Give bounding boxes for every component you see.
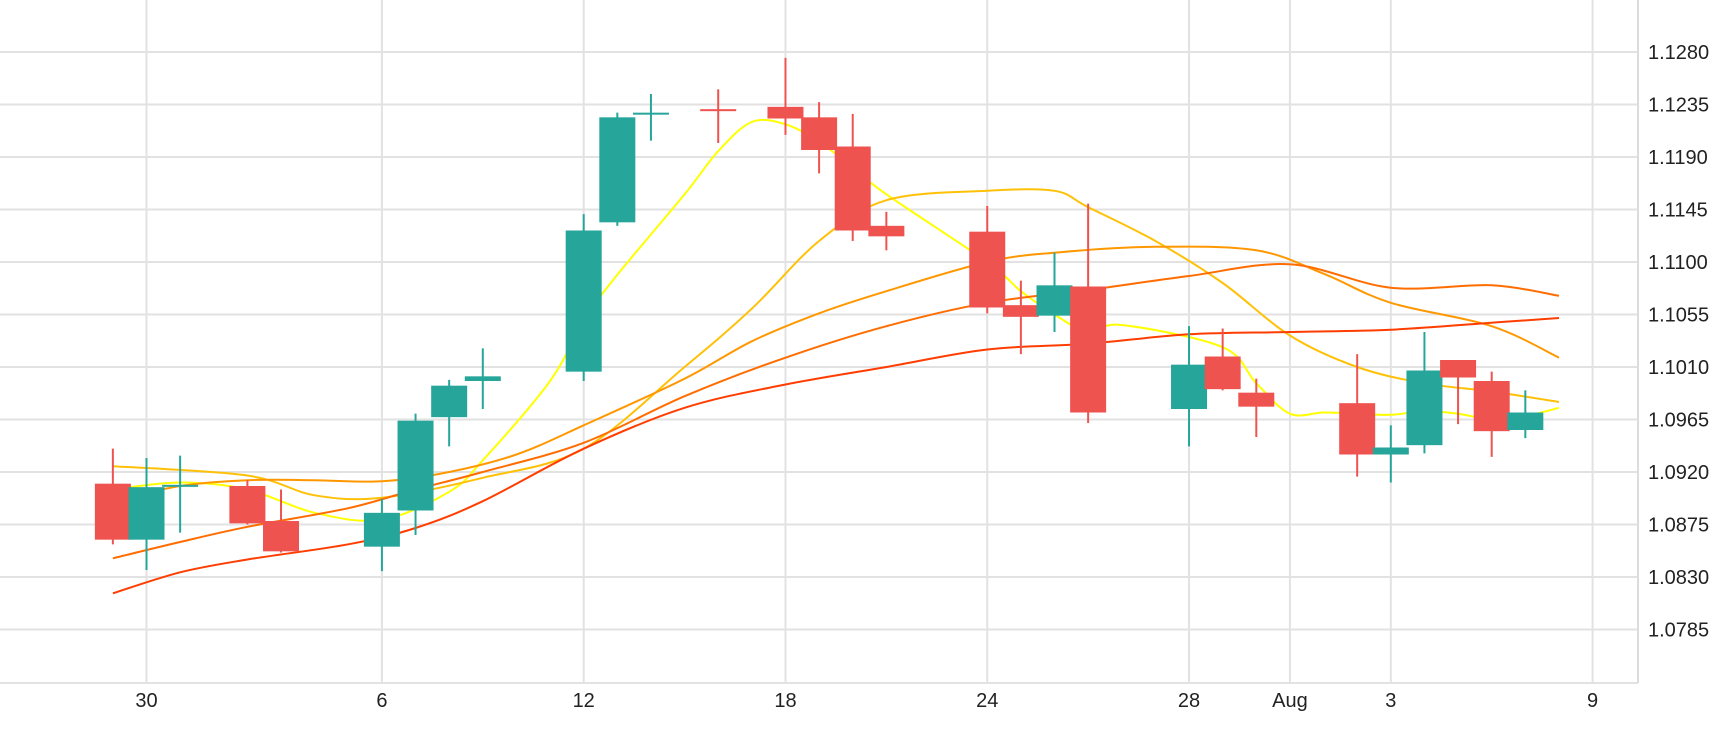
moving-average-line: [112, 188, 1560, 501]
y-tick-label: 1.0785: [1648, 620, 1709, 642]
candle-body: [94, 483, 131, 540]
candle-body: [1440, 360, 1477, 378]
x-tick-label: 28: [1178, 690, 1200, 712]
candle: [397, 413, 434, 535]
candle-body: [162, 484, 199, 487]
moving-average-line: [112, 317, 1560, 595]
candle-body: [397, 420, 434, 511]
moving-average-line: [112, 263, 1560, 560]
y-tick-label: 1.0830: [1648, 567, 1709, 589]
candle: [1204, 328, 1241, 391]
candle: [431, 379, 468, 447]
candle: [969, 206, 1006, 314]
y-tick-label: 1.1010: [1648, 357, 1709, 379]
y-tick-label: 1.1145: [1648, 200, 1708, 222]
candle: [1406, 332, 1443, 454]
candle: [1070, 203, 1107, 423]
candle: [1238, 378, 1275, 437]
x-tick-label: 30: [135, 690, 157, 712]
grid: [0, 0, 1639, 684]
candle: [363, 498, 400, 572]
candles: [94, 57, 1544, 572]
candle: [565, 214, 602, 381]
candle: [1171, 326, 1208, 447]
y-tick-label: 1.0965: [1648, 410, 1709, 432]
y-tick-label: 1.0920: [1648, 462, 1709, 484]
candle: [464, 348, 501, 409]
x-tick-label: 6: [376, 690, 387, 712]
y-tick-label: 1.1235: [1648, 95, 1709, 117]
moving-averages: [112, 118, 1560, 595]
x-tick-label: 12: [573, 690, 595, 712]
candle-body: [263, 521, 300, 552]
candle-body: [700, 109, 737, 112]
y-tick-label: 1.1190: [1648, 147, 1708, 169]
candle: [700, 89, 737, 143]
moving-average-line: [112, 245, 1560, 503]
candle-body: [431, 385, 468, 418]
candle-body: [1070, 286, 1107, 413]
candle: [162, 455, 199, 533]
candle: [599, 112, 636, 226]
candle: [1473, 371, 1510, 457]
candle: [834, 113, 871, 241]
y-tick-label: 1.1055: [1648, 305, 1709, 327]
candle: [263, 489, 300, 553]
candle: [1440, 360, 1477, 425]
candle: [1372, 425, 1409, 483]
candle-body: [1036, 285, 1073, 316]
candle-body: [1339, 403, 1376, 455]
y-tick-label: 1.0875: [1648, 515, 1709, 537]
candle-body: [969, 231, 1006, 308]
candle: [229, 480, 266, 525]
x-tick-label: 24: [976, 690, 998, 712]
candle-body: [1171, 364, 1208, 409]
candle: [868, 211, 905, 251]
x-tick-label: 18: [774, 690, 796, 712]
candle-body: [1204, 356, 1241, 390]
candle: [1339, 354, 1376, 477]
candle: [767, 57, 804, 135]
candle-body: [632, 112, 669, 115]
x-tick-label: 3: [1385, 690, 1396, 712]
candle-body: [834, 146, 871, 231]
axes: 1.1280 1.1235 1.1190 1.1145 1.1100 1.1055 1.10…: [135, 42, 1709, 712]
candle: [94, 448, 131, 545]
candle-body: [599, 117, 636, 223]
candle: [1036, 252, 1073, 332]
x-tick-label: 9: [1587, 690, 1598, 712]
candle-body: [128, 487, 165, 540]
candle-body: [565, 230, 602, 372]
x-tick-label: Aug: [1272, 690, 1308, 712]
candle-body: [1507, 412, 1544, 430]
candle-body: [464, 376, 501, 381]
candle: [1507, 390, 1544, 439]
candle-body: [1372, 447, 1409, 455]
y-tick-label: 1.1100: [1648, 252, 1708, 274]
candle-body: [767, 106, 804, 119]
candle-body: [1473, 381, 1510, 432]
candle-body: [868, 225, 905, 237]
candle: [128, 458, 165, 570]
candle-body: [801, 117, 838, 150]
candle-body: [1406, 370, 1443, 446]
y-tick-label: 1.1280: [1648, 42, 1709, 64]
candle: [632, 94, 669, 141]
candle-body: [1002, 305, 1039, 317]
candle-body: [229, 486, 266, 524]
candle-body: [1238, 392, 1275, 407]
candle-body: [363, 512, 400, 547]
candle: [801, 102, 838, 174]
candle: [1002, 280, 1039, 355]
